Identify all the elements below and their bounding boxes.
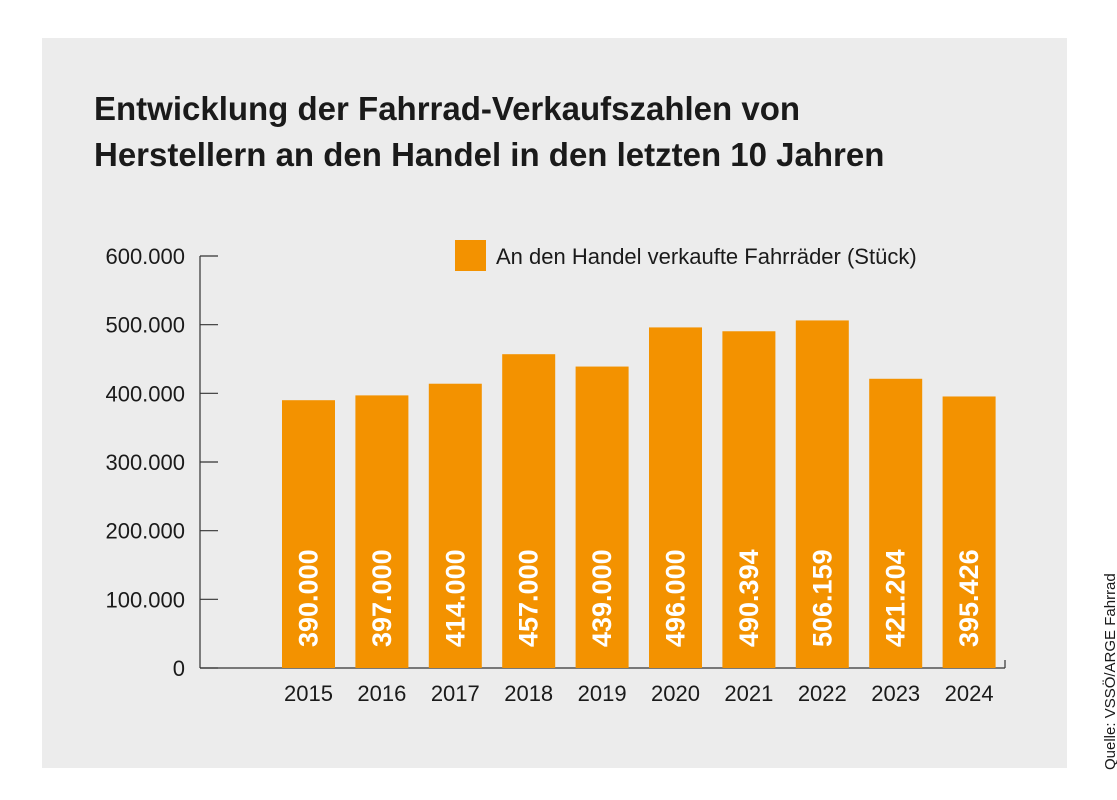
bar <box>722 331 776 668</box>
x-tick-label: 2018 <box>504 681 553 706</box>
bar-value-label: 390.000 <box>294 549 324 647</box>
x-tick-label: 2022 <box>798 681 847 706</box>
x-tick-label: 2019 <box>578 681 627 706</box>
bar <box>942 396 996 668</box>
x-tick-label: 2015 <box>284 681 333 706</box>
bar-value-label: 395.426 <box>954 549 984 647</box>
bar <box>428 383 482 668</box>
bar-series: 390.000 397.000 414.000 457.000 439.000 496.0… <box>282 320 996 668</box>
x-tick-label: 2020 <box>651 681 700 706</box>
legend-swatch <box>455 240 486 271</box>
bar <box>502 354 556 668</box>
bar-value-label: 490.394 <box>734 549 764 647</box>
bar <box>575 366 629 668</box>
y-tick-label: 400.000 <box>105 381 185 406</box>
legend: An den Handel verkaufte Fahrräder (Stück… <box>455 240 917 271</box>
bar-value-label: 439.000 <box>587 549 617 647</box>
bar-value-label: 397.000 <box>367 549 397 647</box>
bar <box>355 395 409 668</box>
bar <box>795 320 849 668</box>
x-tick-label: 2016 <box>357 681 406 706</box>
source-note: Quelle: VSSÖ/ARGE Fahrrad <box>1102 573 1117 770</box>
x-tick-label: 2021 <box>724 681 773 706</box>
y-tick-label: 100.000 <box>105 587 185 612</box>
y-tick-label: 500.000 <box>105 313 185 338</box>
y-tick-label: 200.000 <box>105 519 185 544</box>
chart-title-line-2: Herstellern an den Handel in den letzten… <box>94 136 885 173</box>
y-axis: 0 100.000 200.000 300.000 400.000 500.000 600.… <box>105 244 218 681</box>
bar-value-label: 496.000 <box>661 549 691 647</box>
legend-label: An den Handel verkaufte Fahrräder (Stück… <box>496 244 917 269</box>
bar <box>282 400 335 668</box>
chart-title: Entwicklung der Fahrrad-Verkaufszahlen v… <box>94 86 994 178</box>
bar-value-label: 457.000 <box>514 549 544 647</box>
x-tick-label: 2023 <box>871 681 920 706</box>
bar-value-label: 506.159 <box>807 549 837 647</box>
x-tick-label: 2024 <box>945 681 994 706</box>
x-tick-label: 2017 <box>431 681 480 706</box>
y-tick-label: 300.000 <box>105 450 185 475</box>
bar <box>649 327 702 668</box>
y-tick-label: 0 <box>173 656 185 681</box>
y-tick-label: 600.000 <box>105 244 185 269</box>
bar-value-label: 421.204 <box>881 549 911 647</box>
chart-title-line-1: Entwicklung der Fahrrad-Verkaufszahlen v… <box>94 90 801 127</box>
bar-value-label: 414.000 <box>440 549 470 647</box>
bar <box>869 378 923 668</box>
